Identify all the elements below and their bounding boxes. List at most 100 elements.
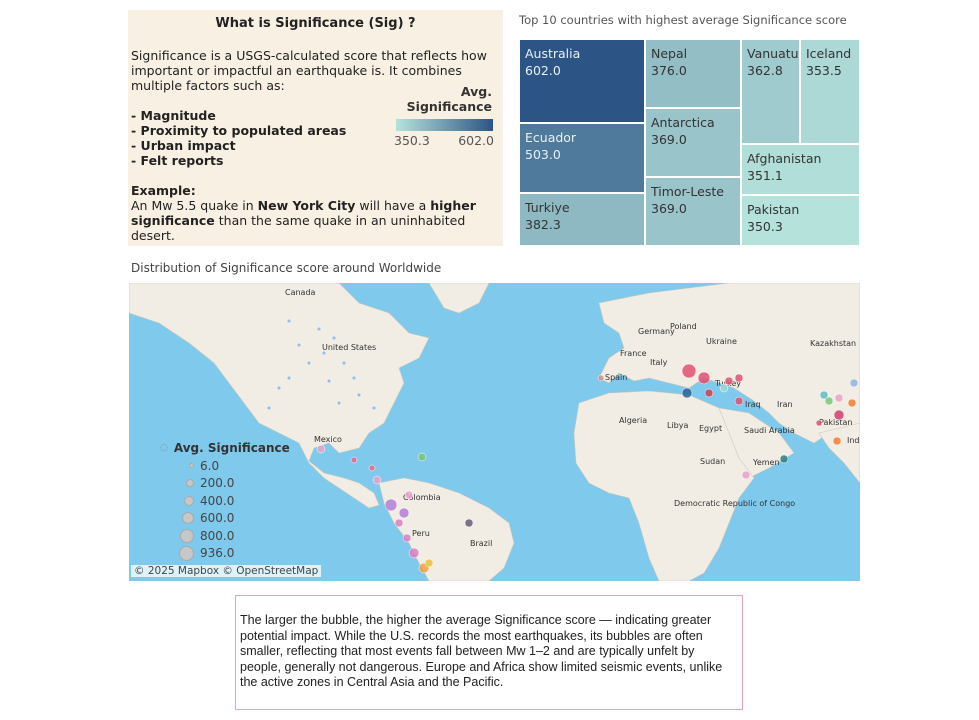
- map-bubble[interactable]: [404, 490, 414, 500]
- map-bubble[interactable]: [734, 396, 744, 406]
- label-india: Ind: [847, 436, 860, 445]
- map-bubble[interactable]: [824, 396, 834, 406]
- map-bubble[interactable]: [368, 464, 376, 472]
- map-bubble[interactable]: [734, 373, 744, 383]
- treemap-tile-value: 369.0: [651, 201, 687, 216]
- treemap-tile-ecuador[interactable]: Ecuador 503.0: [519, 123, 645, 193]
- map-bubble[interactable]: [408, 547, 420, 559]
- map-bubble[interactable]: [847, 398, 857, 408]
- map-bubble[interactable]: [681, 363, 697, 379]
- size-legend-value: 600.0: [200, 511, 235, 526]
- map-bubble[interactable]: [719, 383, 729, 393]
- treemap-tile-label: Turkiye: [525, 200, 570, 215]
- treemap-tile-australia[interactable]: Australia 602.0: [519, 39, 645, 123]
- map-bubble[interactable]: [286, 375, 292, 381]
- map-bubble[interactable]: [741, 470, 751, 480]
- size-legend-circle: [189, 463, 194, 469]
- treemap-tile-vanuatu[interactable]: Vanuatu 362.8: [741, 39, 800, 144]
- size-legend-circle: [182, 512, 194, 525]
- label-spain: Spain: [605, 373, 627, 382]
- treemap-tile-label: Ecuador: [525, 130, 577, 145]
- map-bubble[interactable]: [296, 342, 302, 348]
- map-bubble[interactable]: [681, 387, 693, 399]
- treemap-tile-label: Afghanistan: [747, 151, 822, 166]
- map-bubble[interactable]: [306, 360, 312, 366]
- label-yemen: Yemen: [752, 458, 780, 467]
- label-mexico: Mexico: [314, 435, 342, 444]
- map-bubble[interactable]: [402, 533, 412, 543]
- map-bubble[interactable]: [316, 326, 322, 332]
- map-bubble[interactable]: [371, 405, 377, 411]
- label-drc: Democratic Republic of Congo: [674, 499, 795, 508]
- map-bubble[interactable]: [331, 335, 337, 341]
- map-bubble[interactable]: [833, 409, 845, 421]
- map-bubble[interactable]: [351, 375, 357, 381]
- map-bubble[interactable]: [316, 444, 326, 454]
- treemap-tile-nepal[interactable]: Nepal 376.0: [645, 39, 741, 108]
- factor-list: - Magnitude - Proximity to populated are…: [131, 108, 500, 168]
- map-bubble[interactable]: [321, 350, 327, 356]
- treemap-chart: Australia 602.0 Ecuador 503.0 Turkiye 382.3 Ne…: [519, 39, 860, 246]
- map-bubble[interactable]: [350, 456, 358, 464]
- treemap-tile-value: 353.5: [806, 63, 842, 78]
- treemap-tile-value: 351.1: [747, 168, 783, 183]
- africa-land: [573, 390, 755, 581]
- treemap-tile-iceland[interactable]: Iceland 353.5: [800, 39, 860, 144]
- map-bubble[interactable]: [276, 385, 282, 391]
- map-bubble[interactable]: [417, 452, 427, 462]
- factor-item: - Urban impact: [131, 138, 236, 153]
- size-legend-circle: [179, 545, 194, 561]
- map-bubble[interactable]: [704, 388, 714, 398]
- map-bubble[interactable]: [286, 318, 292, 324]
- map-bubble[interactable]: [266, 405, 272, 411]
- treemap-tile-value: 362.8: [747, 63, 783, 78]
- label-pakistan: Pakistan: [819, 418, 853, 427]
- treemap-tile-timor-leste[interactable]: Timor-Leste 369.0: [645, 177, 741, 246]
- map-bubble[interactable]: [815, 419, 823, 427]
- map-bubble[interactable]: [834, 393, 844, 403]
- label-italy: Italy: [650, 358, 668, 367]
- map-bubble[interactable]: [724, 376, 734, 386]
- label-sudan: Sudan: [700, 457, 725, 466]
- map-bubble[interactable]: [779, 454, 789, 464]
- treemap-title: Top 10 countries with highest average Si…: [519, 13, 847, 27]
- world-map[interactable]: Canada United States Mexico Colombia Per…: [129, 283, 860, 581]
- size-legend-circle: [184, 495, 194, 506]
- map-bubble[interactable]: [697, 371, 711, 385]
- label-united-states: United States: [322, 343, 376, 352]
- map-bubble[interactable]: [424, 558, 434, 568]
- map-bubble[interactable]: [832, 436, 842, 446]
- map-bubble[interactable]: [398, 507, 410, 519]
- size-legend-value: 6.0: [200, 458, 220, 473]
- info-intro: Significance is a USGS-calculated score …: [131, 48, 487, 93]
- treemap-tile-value: 376.0: [651, 63, 687, 78]
- map-bubble[interactable]: [464, 518, 474, 528]
- treemap-tile-value: 503.0: [525, 147, 561, 162]
- greenland-land: [428, 283, 490, 314]
- label-germany: Germany: [638, 327, 675, 336]
- map-bubble[interactable]: [341, 360, 347, 366]
- map-bubble[interactable]: [356, 392, 362, 398]
- map-bubble[interactable]: [384, 498, 398, 512]
- treemap-tile-pakistan[interactable]: Pakistan 350.3: [741, 195, 860, 246]
- color-legend-max: 602.0: [458, 133, 494, 148]
- treemap-tile-turkiye[interactable]: Turkiye 382.3: [519, 193, 645, 246]
- size-legend-value: 400.0: [200, 493, 235, 508]
- map-title: Distribution of Significance score aroun…: [131, 261, 442, 275]
- size-legend: ◌ Avg. Significance 6.0 200.0 400.0 600.0…: [160, 441, 290, 562]
- map-bubble[interactable]: [597, 374, 605, 382]
- example-label: Example:: [131, 183, 196, 198]
- treemap-tile-value: 382.3: [525, 217, 561, 232]
- color-legend-title: Avg. Significance: [406, 84, 492, 114]
- treemap-tile-afghanistan[interactable]: Afghanistan 351.1: [741, 144, 860, 195]
- map-bubble[interactable]: [372, 475, 382, 485]
- map-bubble[interactable]: [849, 378, 859, 388]
- map-bubble[interactable]: [394, 518, 404, 528]
- map-bubble[interactable]: [336, 400, 342, 406]
- india-land: [818, 422, 860, 484]
- map-bubble[interactable]: [819, 390, 829, 400]
- label-france: France: [620, 349, 647, 358]
- treemap-tile-label: Vanuatu: [747, 46, 799, 61]
- map-bubble[interactable]: [326, 378, 332, 384]
- treemap-tile-antarctica[interactable]: Antarctica 369.0: [645, 108, 741, 177]
